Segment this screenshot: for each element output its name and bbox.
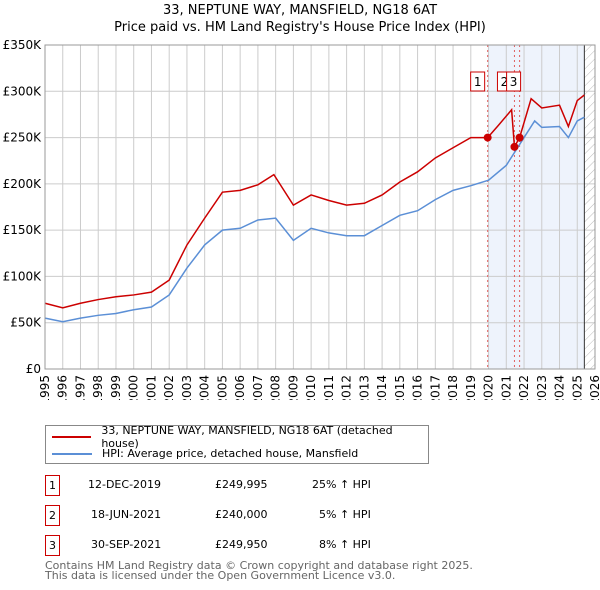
x-tick-label: 2003 <box>180 375 194 400</box>
x-tick-label: 1995 <box>38 375 52 400</box>
sale-period-shading <box>487 45 585 369</box>
x-tick-label: 2004 <box>198 375 212 400</box>
sale-label: 3 <box>510 75 518 89</box>
y-tick-label: £0 <box>26 362 41 376</box>
property-price-line <box>44 94 585 309</box>
x-tick-label: 1998 <box>91 375 105 400</box>
sale-label: 1 <box>474 75 482 89</box>
x-tick-label: 2017 <box>428 375 442 400</box>
x-tick-label: 2024 <box>553 375 567 400</box>
transaction-row: 1 12-DEC-2019 £249,995 25% ↑ HPI <box>45 475 465 496</box>
price: £240,000 <box>215 508 268 521</box>
copyright-text: Contains HM Land Registry data © Crown c… <box>45 559 473 572</box>
forecast-hatch <box>584 45 595 369</box>
x-tick-label: 2023 <box>535 375 549 400</box>
x-tick-label: 2019 <box>464 375 478 400</box>
sale-label-box <box>470 71 486 92</box>
legend-item-property: 33, NEPTUNE WAY, MANSFIELD, NG18 6AT (de… <box>52 424 428 450</box>
x-tick-label: 2020 <box>482 375 496 400</box>
sale-point <box>483 133 492 142</box>
legend-swatch <box>52 435 92 438</box>
x-tick-label: 2009 <box>286 375 300 400</box>
x-tick-label: 2026 <box>588 375 600 400</box>
chart-subtitle: Price paid vs. HM Land Registry's House … <box>114 20 486 35</box>
hpi-diff: 5% ↑ HPI <box>319 508 371 521</box>
legend: 33, NEPTUNE WAY, MANSFIELD, NG18 6AT (de… <box>45 424 429 464</box>
x-tick-label: 2008 <box>269 375 283 400</box>
price: £249,950 <box>215 538 268 551</box>
x-tick-label: 2002 <box>162 375 176 400</box>
x-tick-label: 1996 <box>56 375 70 400</box>
x-tick-label: 2005 <box>215 375 229 400</box>
hpi-diff: 8% ↑ HPI <box>319 538 371 551</box>
x-tick-label: 2012 <box>340 375 354 400</box>
x-tick-label: 2001 <box>144 375 158 400</box>
y-tick-label: £200K <box>3 177 43 191</box>
price: £249,995 <box>215 478 268 491</box>
date: 18-JUN-2021 <box>91 508 162 521</box>
sale-label: 2 <box>501 75 509 89</box>
x-tick-label: 1997 <box>73 375 87 400</box>
plot-frame <box>44 44 596 370</box>
date: 12-DEC-2019 <box>88 478 162 491</box>
y-tick-label: £50K <box>10 316 42 330</box>
licence-text: This data is licensed under the Open Gov… <box>45 569 396 582</box>
marker-badge: 1 <box>45 475 60 496</box>
x-tick-label: 2021 <box>499 375 513 400</box>
y-tick-label: £250K <box>3 131 43 145</box>
legend-label: HPI: Average price, detached house, Mans… <box>102 447 359 460</box>
price-chart: £0 £50K £100K £150K £200K £250K £300K £350K 1995… <box>3 38 600 400</box>
x-tick-label: 2022 <box>517 375 531 400</box>
legend-swatch <box>52 452 92 455</box>
chart-title: 33, NEPTUNE WAY, MANSFIELD, NG18 6AT <box>162 3 438 18</box>
y-tick-label: £100K <box>3 269 43 283</box>
hpi-diff: 25% ↑ HPI <box>312 478 371 491</box>
transaction-row: 2 18-JUN-2021 £240,000 5% ↑ HPI <box>45 505 465 526</box>
marker-badge: 2 <box>45 505 60 526</box>
x-tick-label: 2014 <box>375 375 389 400</box>
x-tick-label: 2018 <box>446 375 460 400</box>
x-tick-label: 2015 <box>393 375 407 400</box>
sale-point <box>510 142 519 151</box>
x-tick-label: 2011 <box>322 375 336 400</box>
x-tick-label: 2025 <box>570 375 584 400</box>
y-tick-label: £300K <box>3 84 43 98</box>
x-tick-label: 1999 <box>109 375 123 400</box>
x-tick-label: 2013 <box>357 375 371 400</box>
x-tick-label: 2007 <box>251 375 265 400</box>
sale-point <box>515 133 524 142</box>
legend-label: 33, NEPTUNE WAY, MANSFIELD, NG18 6AT (de… <box>101 423 393 450</box>
legend-item-hpi: HPI: Average price, detached house, Mans… <box>52 445 358 462</box>
x-tick-label: 2016 <box>411 375 425 400</box>
marker-badge: 3 <box>45 535 60 556</box>
hpi-line <box>44 116 585 323</box>
y-tick-label: £350K <box>3 38 43 52</box>
sale-label-box <box>506 71 522 92</box>
x-tick-label: 2010 <box>304 375 318 400</box>
transaction-row: 3 30-SEP-2021 £249,950 8% ↑ HPI <box>45 535 465 556</box>
footer: Contains HM Land Registry data © Crown c… <box>45 559 473 582</box>
x-tick-label: 2000 <box>127 375 141 400</box>
x-tick-label: 2006 <box>233 375 247 400</box>
date: 30-SEP-2021 <box>91 538 162 551</box>
y-tick-label: £150K <box>3 223 43 237</box>
